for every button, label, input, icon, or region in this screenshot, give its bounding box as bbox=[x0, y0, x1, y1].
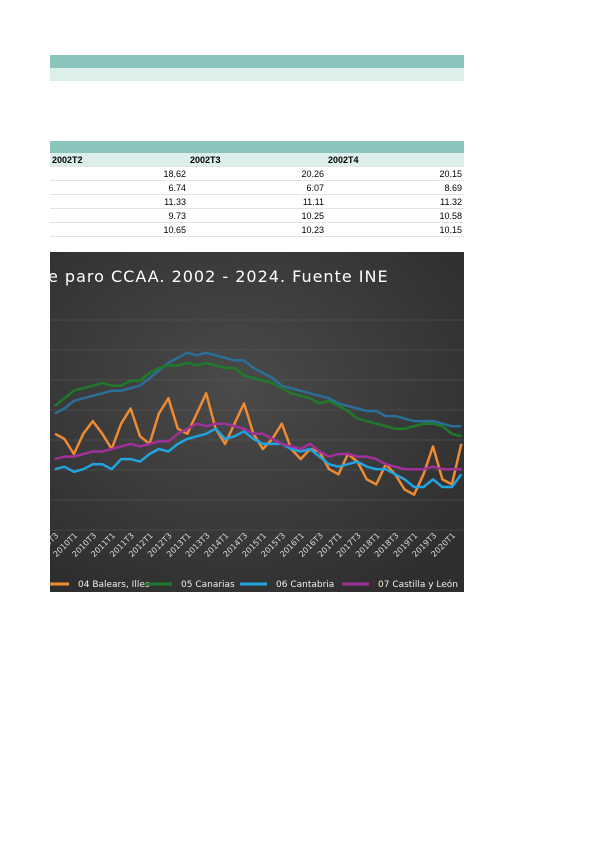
chart: e paro CCAA. 2002 - 2024. Fuente INE 200… bbox=[50, 252, 464, 592]
table-cell: 9.73 bbox=[50, 208, 188, 223]
table-cell: 11.11 bbox=[188, 194, 326, 209]
table-cell: 10.65 bbox=[50, 222, 188, 237]
legend-label: 07 Castilla y León bbox=[378, 579, 458, 590]
table-row: 6.74 6.07 8.69 bbox=[50, 180, 464, 195]
column-header: 2002T4 bbox=[326, 153, 464, 167]
legend-label: 06 Cantabria bbox=[276, 580, 334, 590]
column-header: 2002T2 bbox=[50, 153, 188, 167]
legend-label: 04 Balears, Illes bbox=[78, 580, 150, 590]
table-cell: 20.26 bbox=[188, 166, 326, 181]
chart-background bbox=[50, 252, 464, 592]
table-cell: 6.07 bbox=[188, 180, 326, 195]
header-band bbox=[50, 55, 464, 68]
header-band bbox=[50, 68, 464, 81]
table-row: 11.33 11.11 11.32 bbox=[50, 194, 464, 209]
table-cell: 10.23 bbox=[188, 222, 326, 237]
table-cell: 10.58 bbox=[326, 208, 464, 223]
table-cell: 8.69 bbox=[326, 180, 464, 195]
table-cell: 18.62 bbox=[50, 166, 188, 181]
table-cell: 11.32 bbox=[326, 194, 464, 209]
table-cell: 20.15 bbox=[326, 166, 464, 181]
series-line bbox=[54, 427, 463, 489]
series-line bbox=[54, 361, 462, 438]
table-cell: 11.33 bbox=[50, 194, 188, 209]
table-band bbox=[50, 141, 464, 153]
column-header: 2002T3 bbox=[188, 153, 326, 167]
table-row: 10.65 10.23 10.15 bbox=[50, 222, 464, 237]
table-cell: 10.15 bbox=[326, 222, 464, 237]
series-line bbox=[54, 351, 462, 428]
series-line bbox=[54, 422, 462, 471]
table-row: 9.73 10.25 10.58 bbox=[50, 208, 464, 223]
chart-title: e paro CCAA. 2002 - 2024. Fuente INE bbox=[50, 267, 389, 286]
table-cell: 6.74 bbox=[50, 180, 188, 195]
legend-label: 05 Canarias bbox=[181, 580, 235, 590]
table-cell: 10.25 bbox=[188, 208, 326, 223]
table-row: 18.62 20.26 20.15 bbox=[50, 166, 464, 181]
data-table: 2002T2 2002T3 2002T4 18.62 20.26 20.15 6.74 6.0… bbox=[50, 153, 464, 237]
